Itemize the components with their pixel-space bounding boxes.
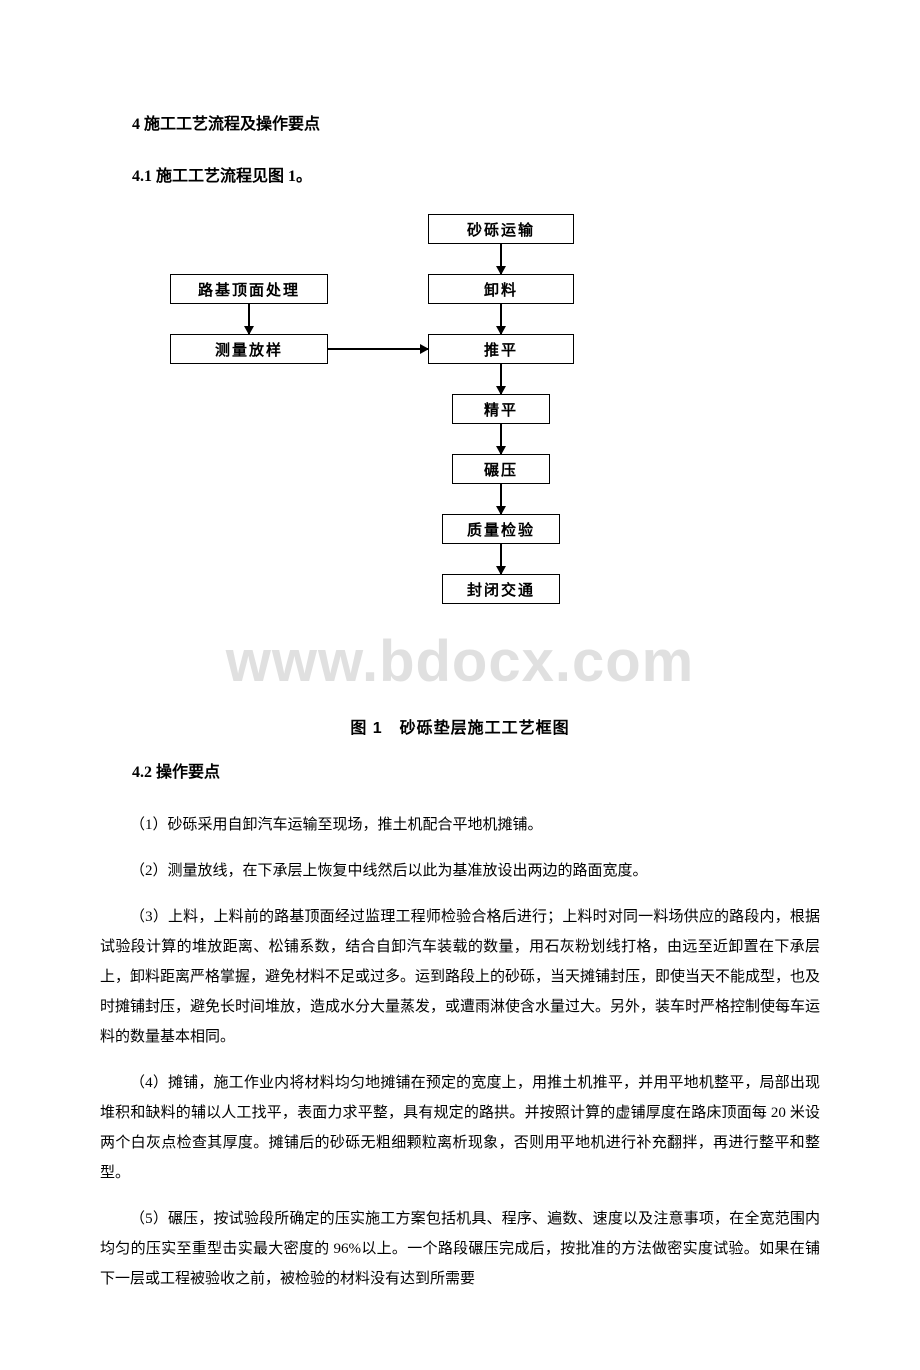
flow-node: 封闭交通 xyxy=(442,574,560,604)
flow-node: 质量检验 xyxy=(442,514,560,544)
flow-arrow-down xyxy=(248,304,250,334)
paragraph: （2）测量放线，在下承层上恢复中线然后以此为基准放设出两边的路面宽度。 xyxy=(100,856,820,886)
flow-node: 砂砾运输 xyxy=(428,214,574,244)
flow-arrow-down xyxy=(500,364,502,394)
flow-arrow-down xyxy=(500,424,502,454)
flow-node: 路基顶面处理 xyxy=(170,274,328,304)
figure-caption: 图 1 砂砾垫层施工工艺框图 xyxy=(100,714,820,738)
paragraph: （1）砂砾采用自卸汽车运输至现场，推土机配合平地机摊铺。 xyxy=(100,810,820,840)
flowchart: 砂砾运输路基顶面处理 卸料测量放样 推平精平碾压质量检验封闭交通 xyxy=(100,214,820,694)
flow-arrow-down xyxy=(500,484,502,514)
flow-arrow-down xyxy=(500,544,502,574)
flow-node: 测量放样 xyxy=(170,334,328,364)
section-heading-4: 4 施工工艺流程及操作要点 xyxy=(100,110,820,134)
flow-node: 碾压 xyxy=(452,454,550,484)
flow-arrow-right xyxy=(328,348,428,350)
flow-node: 精平 xyxy=(452,394,550,424)
flow-node: 卸料 xyxy=(428,274,574,304)
section-heading-4-1: 4.1 施工工艺流程见图 1。 xyxy=(100,162,820,186)
paragraph: （3）上料，上料前的路基顶面经过监理工程师检验合格后进行；上料时对同一料场供应的… xyxy=(100,902,820,1052)
flow-arrow-down xyxy=(500,304,502,334)
paragraph: （4）摊铺，施工作业内将材料均匀地摊铺在预定的宽度上，用推土机推平，并用平地机整… xyxy=(100,1068,820,1188)
paragraph: （5）碾压，按试验段所确定的压实施工方案包括机具、程序、遍数、速度以及注意事项，… xyxy=(100,1204,820,1294)
flow-node: 推平 xyxy=(428,334,574,364)
section-heading-4-2: 4.2 操作要点 xyxy=(100,758,820,782)
flow-arrow-down xyxy=(500,244,502,274)
